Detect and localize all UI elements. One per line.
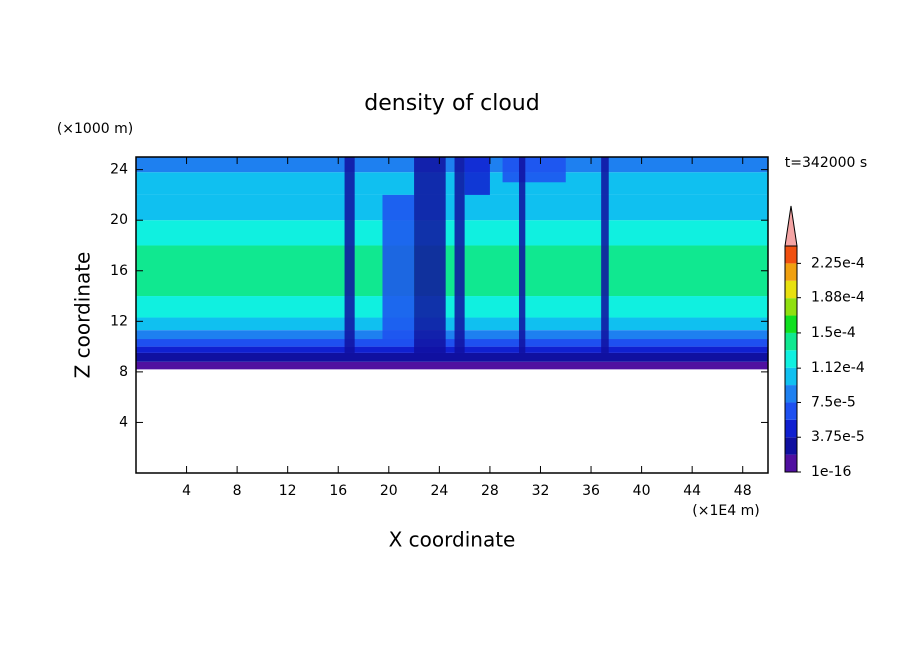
contour-band	[136, 346, 768, 353]
colorbar-frame	[784, 245, 798, 473]
annotation: t=342000 s	[785, 155, 867, 171]
contour-band	[136, 330, 768, 340]
colorbar-bin	[785, 332, 797, 351]
colorbar-bin	[785, 280, 797, 299]
cloud-column	[464, 157, 490, 195]
colorbar-bin	[785, 402, 797, 420]
colorbar-bin	[785, 454, 797, 472]
x-tick-label: 20	[380, 483, 398, 499]
contour-band	[136, 339, 768, 347]
cloud-column	[414, 157, 446, 360]
colorbar-tick-label: 7.5e-5	[811, 394, 856, 410]
contour-band	[136, 157, 768, 173]
x-tick-label: 40	[633, 483, 651, 499]
colorbar-bin	[785, 263, 797, 281]
y-tick-label: 8	[119, 364, 128, 380]
x-tick-label: 16	[329, 483, 347, 499]
cloud-column	[344, 157, 355, 360]
y-tick-label: 16	[110, 263, 128, 279]
x-tick-label: 44	[683, 483, 701, 499]
x-tick-label: 36	[582, 483, 600, 499]
cloud-column	[454, 157, 465, 360]
contour-band	[136, 194, 768, 221]
x-tick-label: 48	[734, 483, 752, 499]
contour-band	[136, 361, 768, 370]
cloud-column	[382, 194, 415, 347]
contour-band	[136, 317, 768, 331]
y-tick-label: 4	[119, 414, 128, 430]
cloud-column	[601, 157, 609, 360]
x-unit: (×1E4 m)	[692, 503, 759, 519]
cloud-column	[518, 157, 526, 360]
colorbar-tick-label: 2.25e-4	[811, 255, 865, 271]
colorbar-bin	[785, 298, 797, 316]
x-axis-label: X coordinate	[389, 528, 516, 552]
colorbar-bin	[785, 367, 797, 386]
colorbar-bin	[785, 315, 797, 333]
contour-band	[136, 172, 768, 195]
contour-band	[136, 296, 768, 318]
contour-band	[136, 352, 768, 362]
cloud-column	[502, 157, 566, 183]
x-tick-label: 12	[279, 483, 297, 499]
y-tick-label: 20	[110, 212, 128, 228]
colorbar-tick-label: 1.88e-4	[811, 290, 865, 306]
colorbar-tick-label: 1.12e-4	[811, 360, 865, 376]
chart-title: density of cloud	[364, 91, 539, 116]
colorbar-bin	[785, 385, 797, 403]
contour-band	[136, 220, 768, 246]
colorbar-bin	[785, 246, 797, 264]
y-unit: (×1000 m)	[57, 121, 133, 137]
y-axis-label: Z coordinate	[71, 252, 95, 379]
plot-frame	[135, 156, 769, 474]
contour-band	[136, 245, 768, 297]
x-tick-label: 4	[182, 483, 191, 499]
y-tick-label: 12	[110, 313, 128, 329]
colorbar-bin	[785, 350, 797, 368]
x-tick-label: 28	[481, 483, 499, 499]
colorbar-tick-label: 1.5e-4	[811, 325, 856, 341]
x-tick-label: 32	[532, 483, 550, 499]
colorbar-tick-label: 1e-16	[811, 464, 851, 480]
colorbar-bin	[785, 419, 797, 438]
x-tick-label: 8	[233, 483, 242, 499]
colorbar-bin	[785, 437, 797, 455]
colorbar-extend	[784, 205, 798, 247]
x-tick-label: 24	[430, 483, 448, 499]
colorbar-tick-label: 3.75e-5	[811, 429, 865, 445]
y-tick-label: 24	[110, 162, 128, 178]
